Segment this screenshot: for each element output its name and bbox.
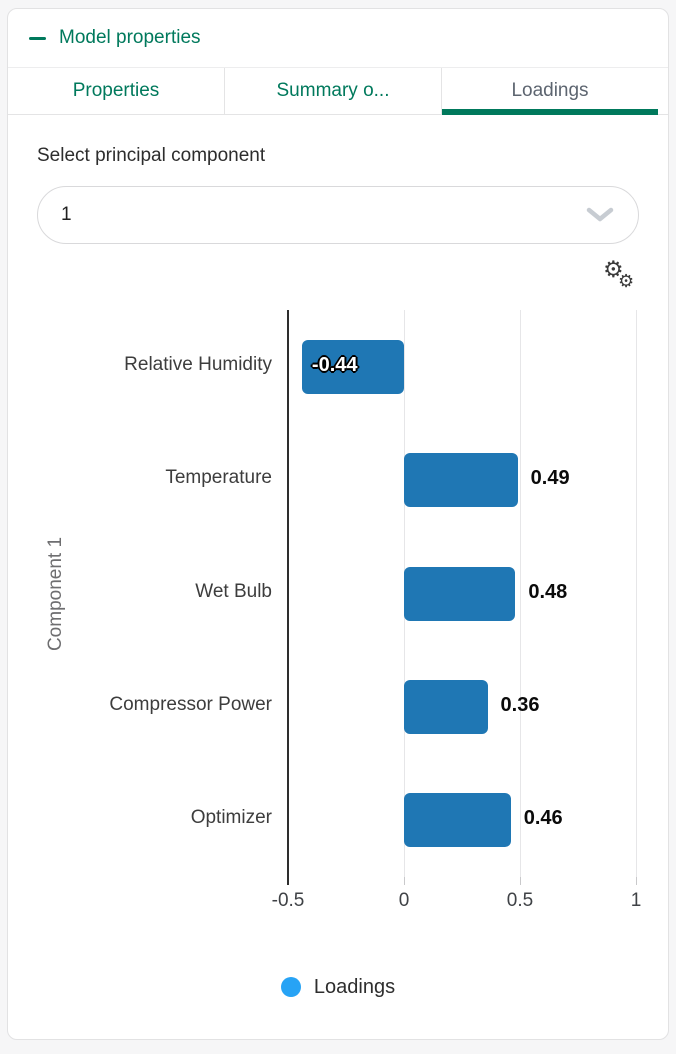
gear-icon: ⚙ [603,257,624,283]
legend-label: Loadings [313,975,396,998]
bar[interactable] [404,793,511,848]
bar[interactable] [301,339,404,394]
panel-header: Model properties [8,9,668,68]
category-label: Relative Humidity [124,353,272,375]
value-label: 0.36 [500,693,540,716]
chart-settings-button[interactable]: ⚙ ⚙ [603,259,643,303]
x-tick-mark [636,877,637,885]
category-label: Optimizer [190,807,272,829]
category-label: Compressor Power [109,693,272,715]
bar[interactable] [404,566,516,621]
y-axis-line [287,310,289,877]
principal-component-dropdown[interactable]: 1 [37,186,639,244]
x-tick-mark [287,877,289,885]
model-properties-panel: Model properties Properties Summary o...… [7,8,669,1040]
y-axis-title: Component 1 [45,536,66,651]
chevron-down-icon [586,207,614,222]
bar[interactable] [404,453,518,508]
tab-loadings[interactable]: Loadings [442,68,658,115]
collapse-minus-icon[interactable] [29,36,46,40]
gridline [636,310,637,877]
select-component-label: Select principal component [37,145,266,166]
dropdown-value: 1 [61,204,72,225]
tab-bar: Properties Summary o... Loadings [8,68,668,115]
category-label: Wet Bulb [195,580,272,602]
value-label: 0.46 [523,807,563,830]
tab-properties[interactable]: Properties [8,68,225,114]
x-tick-mark [404,877,405,885]
value-label: 0.48 [528,580,568,603]
chart-legend[interactable]: Loadings [8,967,668,1007]
loadings-bar-chart: -0.5 0 0.5 1 Relative Humidity -0.44 Temperatu… [8,9,668,1039]
x-tick-label: 0 [398,890,410,911]
x-tick-label: 1 [630,890,642,911]
bar[interactable] [404,679,488,734]
x-tick-label: -0.5 [271,890,305,911]
value-label: 0.49 [530,467,570,490]
x-tick-mark [520,877,521,885]
panel-title: Model properties [59,27,201,48]
x-tick-label: 0.5 [506,890,534,911]
legend-dot-icon [280,977,301,997]
tab-summary[interactable]: Summary o... [225,68,442,114]
category-label: Temperature [165,467,272,489]
value-label: -0.44 [311,353,358,376]
gridline [520,310,521,877]
gear-icon: ⚙ [618,271,635,292]
